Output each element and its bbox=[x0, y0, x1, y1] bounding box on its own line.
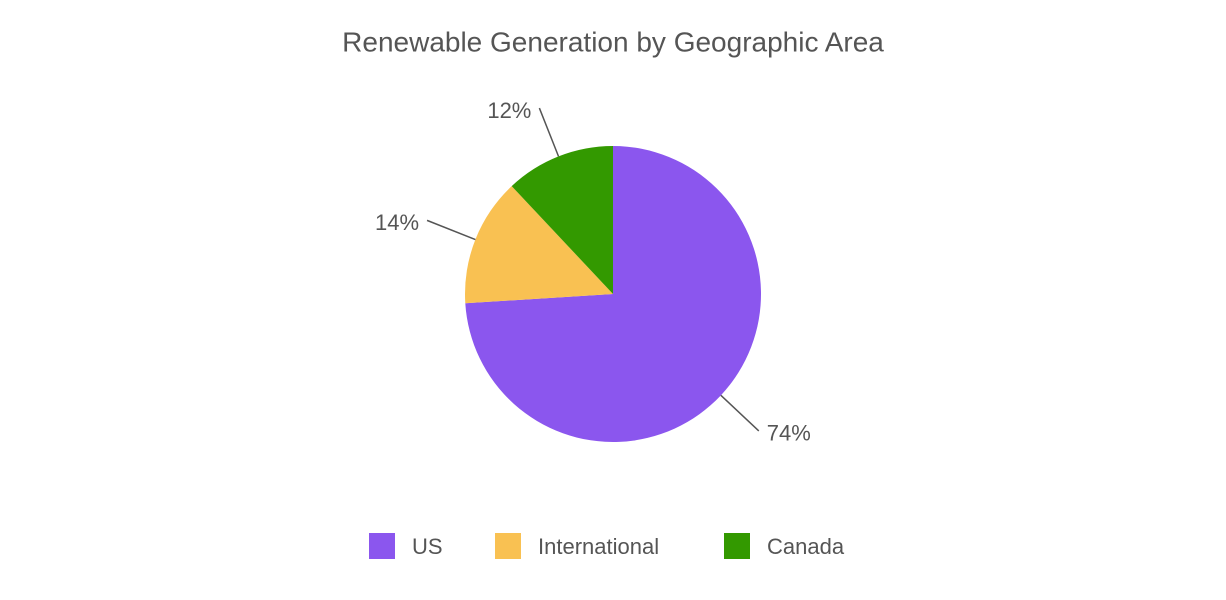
leader-line bbox=[538, 107, 560, 157]
legend-label: US bbox=[412, 534, 443, 559]
legend-swatch bbox=[724, 533, 750, 559]
pie-slice bbox=[465, 146, 761, 442]
legend-swatch bbox=[495, 533, 521, 559]
legend-label: Canada bbox=[767, 534, 845, 559]
data-label: 74% bbox=[767, 421, 811, 446]
pie-slice bbox=[511, 146, 613, 294]
pie-slice bbox=[465, 186, 613, 304]
data-label: 14% bbox=[375, 210, 419, 235]
data-label: 12% bbox=[487, 98, 531, 123]
legend-swatch bbox=[369, 533, 395, 559]
chart-title: Renewable Generation by Geographic Area bbox=[342, 26, 884, 57]
leader-line bbox=[426, 219, 476, 241]
leader-line bbox=[720, 394, 760, 432]
legend-label: International bbox=[538, 534, 659, 559]
